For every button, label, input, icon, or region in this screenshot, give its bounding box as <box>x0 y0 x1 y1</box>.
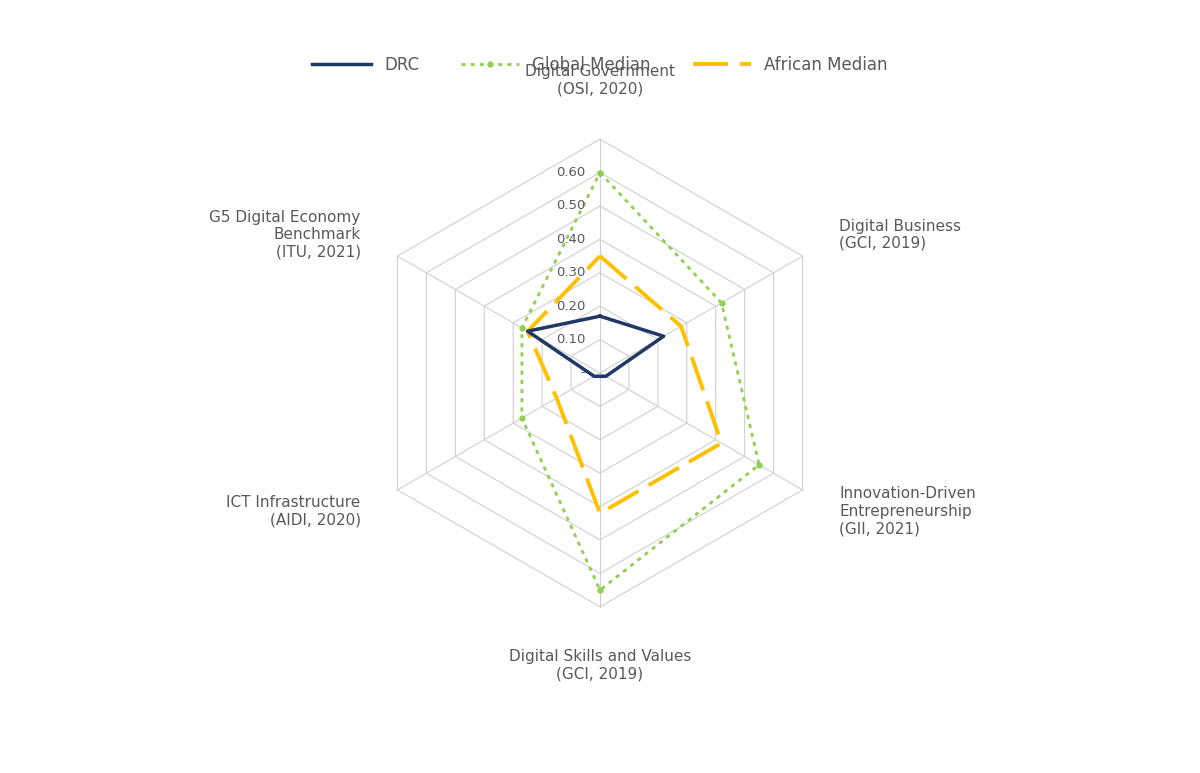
Text: Digital Skills and Values
(GCI, 2019): Digital Skills and Values (GCI, 2019) <box>509 649 691 682</box>
Text: 0.50: 0.50 <box>556 199 586 213</box>
Text: Digital Government
(OSI, 2020): Digital Government (OSI, 2020) <box>526 64 674 97</box>
Text: Innovation-Driven
Entrepreneurship
(GII, 2021): Innovation-Driven Entrepreneurship (GII,… <box>839 486 976 536</box>
Text: ICT Infrastructure
(AIDI, 2020): ICT Infrastructure (AIDI, 2020) <box>227 495 361 527</box>
Text: Digital Business
(GCI, 2019): Digital Business (GCI, 2019) <box>839 219 961 251</box>
Text: 0.60: 0.60 <box>556 166 586 179</box>
Text: G5 Digital Economy
Benchmark
(ITU, 2021): G5 Digital Economy Benchmark (ITU, 2021) <box>210 210 361 260</box>
Legend: DRC, Global Median, African Median: DRC, Global Median, African Median <box>306 49 894 80</box>
Text: 0.40: 0.40 <box>556 233 586 246</box>
Text: 0.10: 0.10 <box>556 333 586 346</box>
Text: 0.20: 0.20 <box>556 300 586 312</box>
Text: -: - <box>581 366 586 380</box>
Text: 0.30: 0.30 <box>556 266 586 279</box>
